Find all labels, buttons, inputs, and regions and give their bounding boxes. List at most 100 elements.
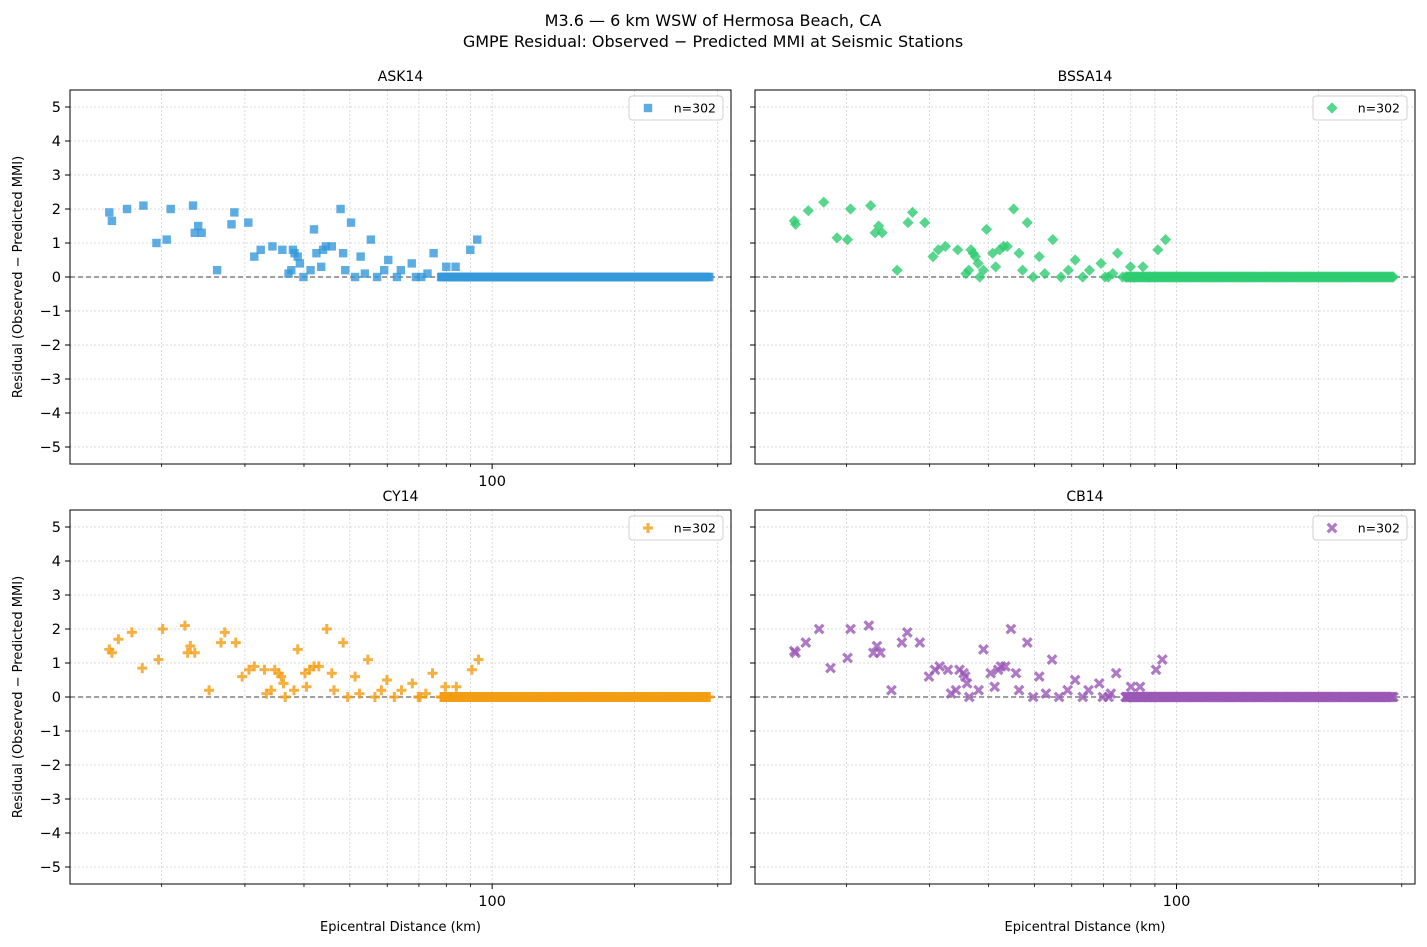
y-tick-label: 2 <box>52 622 61 638</box>
y-tick-label: 1 <box>52 236 61 252</box>
data-point <box>197 228 206 237</box>
data-point <box>329 685 340 696</box>
legend-label: n=302 <box>674 101 716 116</box>
data-point <box>309 225 319 234</box>
data-point <box>429 249 438 258</box>
data-point <box>268 242 277 251</box>
data-point <box>250 252 259 261</box>
data-point <box>346 218 356 227</box>
data-point <box>831 232 843 244</box>
data-point <box>790 647 801 659</box>
subplot-ask14: 5 4 3 2 1 0 −1 −2 −3 −4 −5 100 ASK14 Residual (Observ… <box>11 69 732 490</box>
y-tick-label: 4 <box>52 134 61 150</box>
data-point <box>204 685 215 696</box>
data-point <box>327 242 336 251</box>
data-point <box>106 647 117 658</box>
data-point <box>354 688 365 699</box>
data-point <box>293 252 302 261</box>
data-point <box>1134 681 1146 693</box>
data-point <box>985 667 997 679</box>
y-tick-label: 2 <box>52 202 61 218</box>
data-point <box>1124 261 1137 273</box>
data-point <box>1107 268 1119 280</box>
data-point <box>1055 271 1067 283</box>
data-point <box>356 252 365 261</box>
data-point <box>939 240 952 252</box>
data-point <box>1083 684 1094 696</box>
legend-frame <box>1312 515 1408 541</box>
data-point <box>845 623 856 635</box>
data-point <box>934 660 946 672</box>
data-point <box>914 637 926 649</box>
data-point <box>1053 691 1065 703</box>
data-point <box>902 217 914 229</box>
y-axis-label: Residual (Observed − Predicted MMI) <box>11 576 26 818</box>
legend-frame <box>628 95 724 121</box>
data-point <box>963 691 975 703</box>
data-point <box>261 688 272 699</box>
legend: n=302 <box>628 515 724 541</box>
data-point <box>227 220 236 229</box>
data-point <box>276 671 287 682</box>
subplot-grid: 5 4 3 2 1 0 −1 −2 −3 −4 −5 100 ASK14 Residual (Observ… <box>11 69 1416 935</box>
data-point <box>341 266 350 275</box>
data-point <box>1111 247 1124 259</box>
data-point <box>863 620 875 632</box>
y-tick-label: −3 <box>40 372 61 388</box>
data-point <box>237 671 248 682</box>
x-tick-label: 100 <box>1163 894 1191 910</box>
data-point <box>1150 664 1162 676</box>
legend-marker <box>643 523 653 533</box>
data-point <box>256 245 265 254</box>
data-point <box>152 238 161 248</box>
data-point <box>292 644 303 655</box>
subplot-bssa14: BSSA14 n=302 <box>750 69 1416 469</box>
y-tick-label: 3 <box>52 588 61 604</box>
data-point <box>1093 677 1105 689</box>
data-point <box>473 235 482 244</box>
data-point <box>212 266 222 275</box>
data-point <box>376 685 387 696</box>
data-point <box>440 681 451 692</box>
y-tick-label: 4 <box>52 554 61 570</box>
data-point <box>179 620 190 631</box>
data-point <box>987 247 999 259</box>
data-point <box>876 227 888 239</box>
data-point <box>417 272 426 282</box>
legend-marker <box>1326 522 1338 534</box>
data-point <box>162 235 171 244</box>
data-point <box>287 266 296 275</box>
data-point <box>396 685 407 696</box>
data-point <box>415 692 426 702</box>
data-point <box>886 684 897 696</box>
data-points <box>104 620 715 702</box>
data-point <box>1021 217 1033 229</box>
data-point <box>336 204 345 214</box>
data-points <box>788 196 1399 283</box>
data-point <box>379 266 389 275</box>
x-tick-label: 100 <box>478 894 506 910</box>
data-point <box>451 681 462 692</box>
y-tick-label: 0 <box>52 690 61 706</box>
subplot-title: BSSA14 <box>1058 69 1113 85</box>
data-point <box>321 624 332 634</box>
data-point <box>1062 684 1074 696</box>
data-point <box>1152 244 1164 256</box>
y-tick-label: −5 <box>40 440 61 456</box>
data-point <box>273 668 284 679</box>
data-point <box>139 201 148 210</box>
y-tick-label: −2 <box>40 338 61 354</box>
data-point <box>215 637 226 648</box>
data-points <box>788 620 1399 703</box>
data-point <box>157 624 168 634</box>
data-point <box>1021 637 1033 649</box>
data-point <box>137 663 148 674</box>
data-point <box>1159 234 1172 246</box>
legend-frame <box>628 515 724 541</box>
y-tick-label: 3 <box>52 168 61 184</box>
data-point <box>230 208 239 217</box>
legend-frame <box>1312 95 1408 121</box>
y-tick-label: 0 <box>52 270 61 286</box>
data-point <box>188 201 198 210</box>
